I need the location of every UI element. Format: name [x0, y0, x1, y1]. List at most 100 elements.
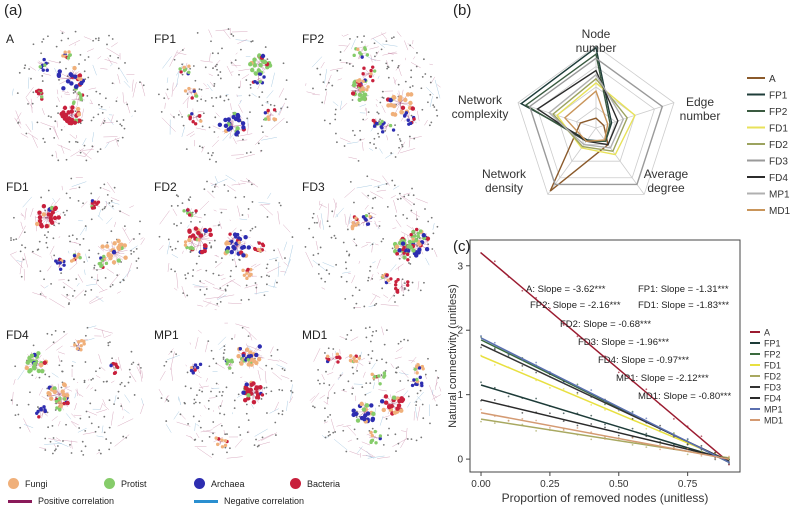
cluster-node	[241, 353, 246, 358]
network-edge	[76, 382, 79, 384]
network-node	[217, 74, 220, 76]
network-node	[323, 119, 326, 122]
network-edge	[356, 361, 364, 366]
radar-axis-label-line: Node	[582, 27, 611, 41]
x-tick-label: 0.75	[678, 479, 698, 490]
network-edge	[219, 221, 222, 229]
network-edge	[74, 249, 77, 255]
network-node	[65, 67, 67, 70]
cluster-node	[189, 365, 194, 370]
network-node	[79, 417, 82, 420]
network-node	[138, 233, 141, 235]
panel-c-label: (c)	[453, 238, 471, 255]
network-edge	[376, 189, 387, 192]
network-node	[24, 64, 27, 67]
network-node	[375, 147, 377, 149]
network-node	[201, 390, 204, 393]
network-edge	[276, 364, 286, 369]
network-node	[349, 180, 352, 183]
cluster-node	[187, 228, 192, 233]
radar-axis-label: Network complexity	[452, 93, 509, 121]
network-node	[284, 98, 287, 101]
network-node	[135, 260, 138, 262]
network-edge	[387, 52, 398, 55]
network-edge	[31, 121, 34, 130]
network-node	[117, 139, 119, 142]
network-node	[356, 36, 359, 38]
network-node	[332, 348, 335, 350]
network-node	[92, 377, 94, 380]
network-edge	[270, 117, 285, 131]
network-node	[93, 267, 96, 269]
network-node	[219, 77, 222, 80]
network-node	[108, 448, 111, 451]
network-edge	[169, 113, 176, 119]
network-fd2	[158, 174, 294, 311]
network-node	[201, 146, 204, 149]
network-edge	[85, 253, 88, 262]
network-node	[106, 43, 108, 46]
network-edge	[360, 357, 366, 361]
network-node	[70, 452, 73, 454]
network-edge	[31, 251, 42, 258]
legend-protist-label: Protist	[121, 478, 147, 489]
series-point	[576, 393, 579, 396]
network-node	[325, 370, 327, 373]
network-node	[283, 369, 286, 372]
network-edge	[426, 87, 435, 96]
network-node	[199, 288, 202, 291]
network-node	[383, 343, 386, 346]
cluster-node	[237, 236, 241, 240]
network-edge	[374, 220, 377, 227]
network-node	[255, 438, 257, 441]
network-node	[202, 112, 205, 115]
network-node	[18, 71, 21, 74]
network-node	[401, 143, 403, 146]
network-edge	[324, 68, 328, 84]
series-point	[576, 391, 579, 394]
network-node	[175, 194, 178, 197]
network-edge	[122, 415, 124, 419]
network-node	[79, 122, 82, 125]
cluster-node	[335, 352, 340, 356]
cluster-node	[79, 347, 83, 352]
network-node	[60, 360, 63, 362]
network-edge	[404, 40, 409, 51]
network-node	[367, 111, 370, 114]
network-edge	[204, 280, 215, 286]
cluster-node	[24, 365, 29, 371]
cluster-node	[100, 244, 105, 249]
network-edge	[333, 198, 337, 208]
cluster-node	[383, 394, 389, 399]
cluster-node	[413, 367, 417, 371]
cluster-node	[29, 353, 35, 358]
network-node	[208, 242, 211, 244]
cluster-edge	[401, 286, 404, 294]
network-node	[435, 109, 438, 112]
network-node	[177, 113, 180, 116]
network-edge	[158, 388, 163, 396]
network-edge	[53, 443, 57, 448]
cluster-node	[359, 88, 363, 92]
cluster-node	[352, 356, 356, 360]
network-node	[369, 340, 372, 343]
network-node	[347, 380, 350, 383]
radar-spoke	[547, 127, 597, 195]
cluster-node	[403, 97, 408, 103]
cluster-node	[361, 72, 365, 76]
cluster-node	[411, 229, 416, 235]
network-node	[402, 294, 405, 297]
series-point	[521, 412, 524, 414]
network-node	[72, 91, 75, 94]
network-node	[240, 48, 242, 51]
network-node	[29, 391, 31, 394]
line-legend-label: MD1	[764, 416, 783, 426]
radar-spoke	[595, 127, 645, 195]
network-node	[339, 59, 342, 62]
network-edge	[397, 141, 406, 155]
network-node	[212, 67, 214, 70]
cluster-node	[406, 118, 410, 122]
cluster-node	[386, 103, 391, 108]
network-node	[363, 305, 366, 308]
cluster-node	[248, 387, 253, 393]
